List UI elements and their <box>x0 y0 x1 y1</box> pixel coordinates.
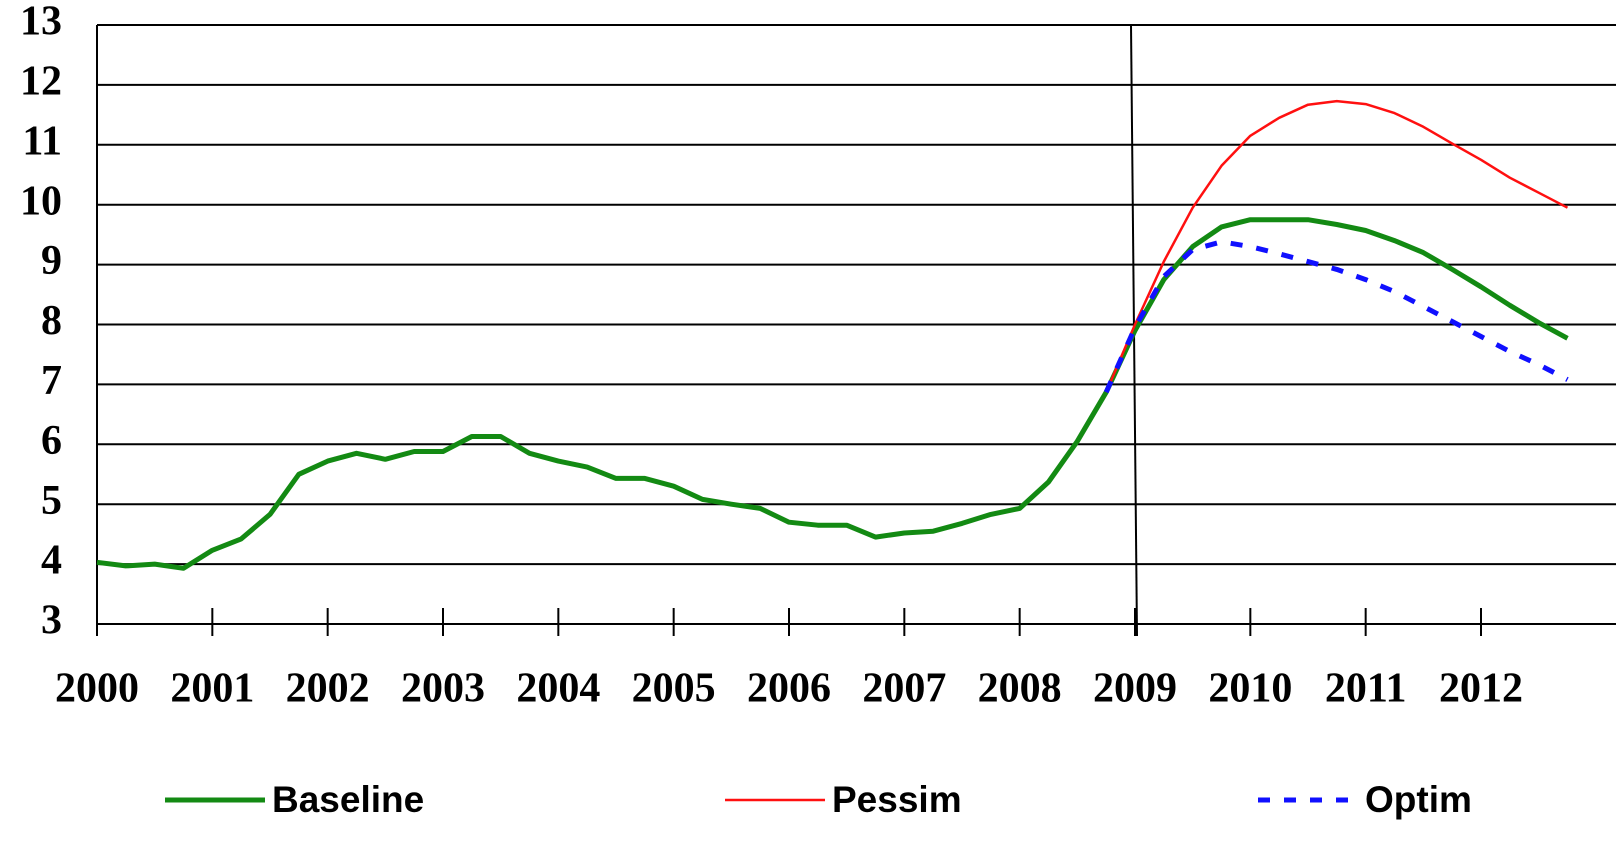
y-tick-label: 9 <box>41 238 62 284</box>
y-tick-label: 5 <box>41 478 62 524</box>
x-tick-label: 2007 <box>862 666 946 712</box>
x-tick-label: 2006 <box>747 666 831 712</box>
x-tick-label: 2001 <box>170 666 254 712</box>
series-line <box>1103 239 1569 394</box>
y-tick-label: 12 <box>20 59 62 105</box>
x-tick-label: 2011 <box>1325 666 1407 712</box>
x-tick-label: 2008 <box>978 666 1062 712</box>
legend-label: Baseline <box>272 779 424 820</box>
y-tick-label: 8 <box>41 298 62 344</box>
series-line <box>1105 99 1569 393</box>
x-tick-label: 2005 <box>632 666 716 712</box>
y-tick-label: 13 <box>20 0 62 45</box>
x-tick-label: 2004 <box>516 666 600 712</box>
x-tick-label: 2002 <box>286 666 370 712</box>
x-tick-label: 2003 <box>401 666 485 712</box>
y-tick-label: 3 <box>41 598 62 644</box>
legend-label: Pessim <box>832 779 962 820</box>
y-tick-label: 4 <box>41 538 62 584</box>
legend-label: Optim <box>1365 779 1472 820</box>
y-tick-label: 11 <box>22 118 62 164</box>
x-tick-label: 2009 <box>1093 666 1177 712</box>
x-tick-label: 2012 <box>1439 666 1523 712</box>
x-tick-label: 2010 <box>1208 666 1292 712</box>
y-tick-label: 6 <box>41 418 62 464</box>
y-tick-label: 10 <box>20 178 62 224</box>
series-line <box>96 217 1569 571</box>
y-tick-label: 7 <box>41 358 62 404</box>
x-tick-label: 2000 <box>55 666 139 712</box>
